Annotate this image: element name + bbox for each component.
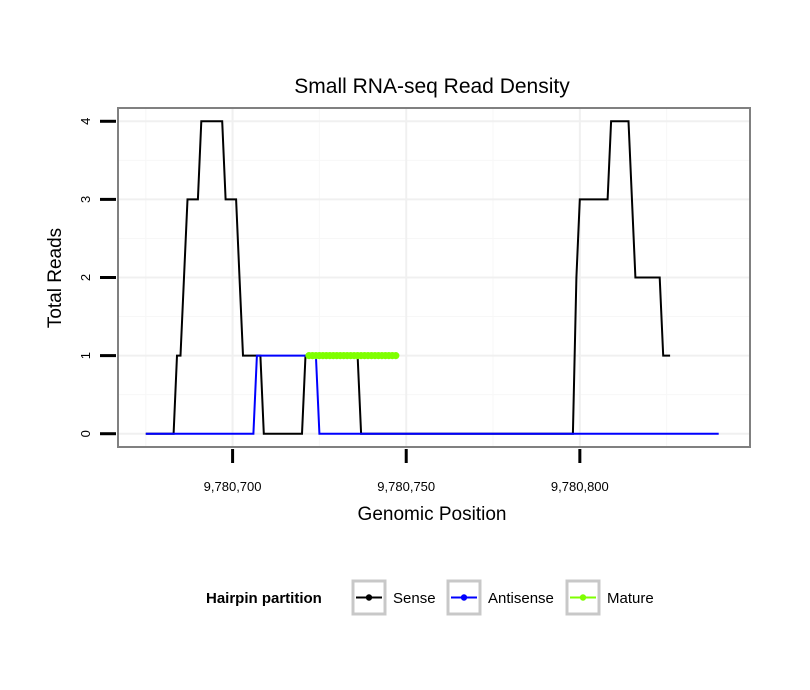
mature-point <box>392 352 400 360</box>
y-tick-label: 0 <box>78 430 93 437</box>
x-tick-label: 9,780,750 <box>377 479 435 494</box>
y-axis-label: Total Reads <box>45 228 66 328</box>
legend-key-point-sense <box>365 594 373 601</box>
chart-title: Small RNA-seq Read Density <box>294 75 570 98</box>
series-line-sense <box>145 120 671 435</box>
plot-panel-border <box>117 107 751 448</box>
legend-item-mature: Mature <box>565 579 654 616</box>
x-tick-label: 9,780,800 <box>551 479 609 494</box>
series-line-antisense <box>145 354 719 435</box>
legend-key-point-mature <box>579 594 587 601</box>
y-tick-label: 4 <box>78 118 93 125</box>
y-tick-label: 1 <box>78 352 93 359</box>
x-axis-label: Genomic Position <box>358 504 507 525</box>
series-layer <box>145 120 719 435</box>
legend: Hairpin partition Sense Antisense Mature <box>206 579 654 616</box>
y-tick-label: 3 <box>78 196 93 203</box>
legend-label-sense: Sense <box>393 590 436 607</box>
legend-label-mature: Mature <box>607 590 654 607</box>
x-tick-label: 9,780,700 <box>204 479 262 494</box>
legend-label-antisense: Antisense <box>488 590 554 607</box>
legend-item-sense: Sense <box>351 579 436 616</box>
legend-item-antisense: Antisense <box>446 579 554 616</box>
axes: 9,780,700 9,780,750 9,780,800 0 1 2 3 4 <box>78 118 609 494</box>
y-tick-label: 2 <box>78 274 93 281</box>
legend-key-point-antisense <box>460 594 468 601</box>
legend-title: Hairpin partition <box>206 590 322 607</box>
